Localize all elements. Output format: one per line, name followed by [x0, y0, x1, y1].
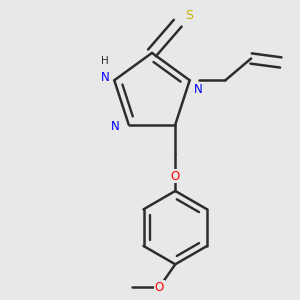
- Text: S: S: [184, 9, 193, 22]
- Text: H: H: [101, 56, 109, 67]
- Text: O: O: [171, 169, 180, 183]
- Text: N: N: [194, 83, 203, 96]
- Text: N: N: [110, 120, 119, 133]
- Text: N: N: [101, 71, 110, 84]
- Text: O: O: [155, 280, 164, 294]
